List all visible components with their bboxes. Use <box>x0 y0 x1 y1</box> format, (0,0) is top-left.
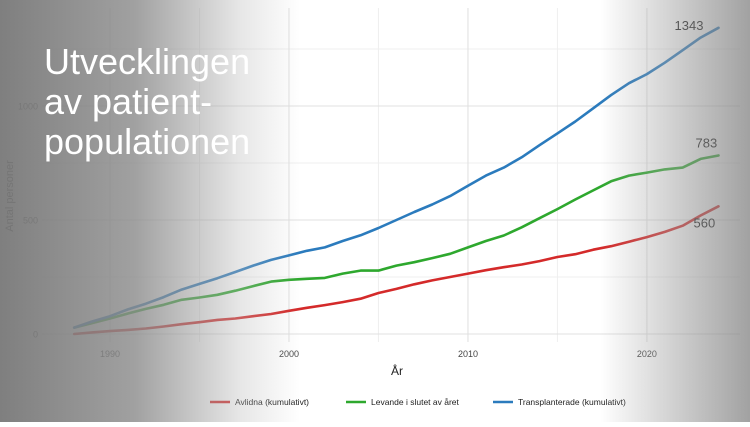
end-value-label: 783 <box>696 136 718 151</box>
y-tick-label: 500 <box>23 216 38 226</box>
y-axis-ticks: 0 500 1000 <box>18 102 38 340</box>
x-tick-label: 1990 <box>100 349 120 359</box>
series-line <box>72 205 720 336</box>
legend-label: Levande i slutet av året <box>371 397 460 407</box>
x-tick-label: 2010 <box>458 349 478 359</box>
end-value-label: 1343 <box>675 18 704 33</box>
series-line <box>72 154 720 329</box>
y-axis-label: Antal personer <box>4 160 16 232</box>
y-tick-label: 0 <box>33 330 38 340</box>
x-tick-label: 2000 <box>279 349 299 359</box>
slide-title: Utvecklingen av patient-populationen <box>44 41 251 162</box>
x-axis-ticks: 1990 2000 2010 2020 <box>100 349 657 359</box>
x-tick-label: 2020 <box>637 349 657 359</box>
legend: Avlidna (kumulativt) Levande i slutet av … <box>210 397 626 407</box>
y-tick-label: 1000 <box>18 102 38 112</box>
legend-item: Transplanterade (kumulativt) <box>493 397 626 407</box>
x-axis-label: År <box>391 363 403 378</box>
legend-label: Transplanterade (kumulativt) <box>518 397 626 407</box>
end-value-label: 560 <box>694 215 716 230</box>
end-labels: 560 783 1343 <box>675 18 718 231</box>
legend-label: Avlidna (kumulativt) <box>235 397 309 407</box>
legend-item: Levande i slutet av året <box>346 397 460 407</box>
legend-item: Avlidna (kumulativt) <box>210 397 309 407</box>
